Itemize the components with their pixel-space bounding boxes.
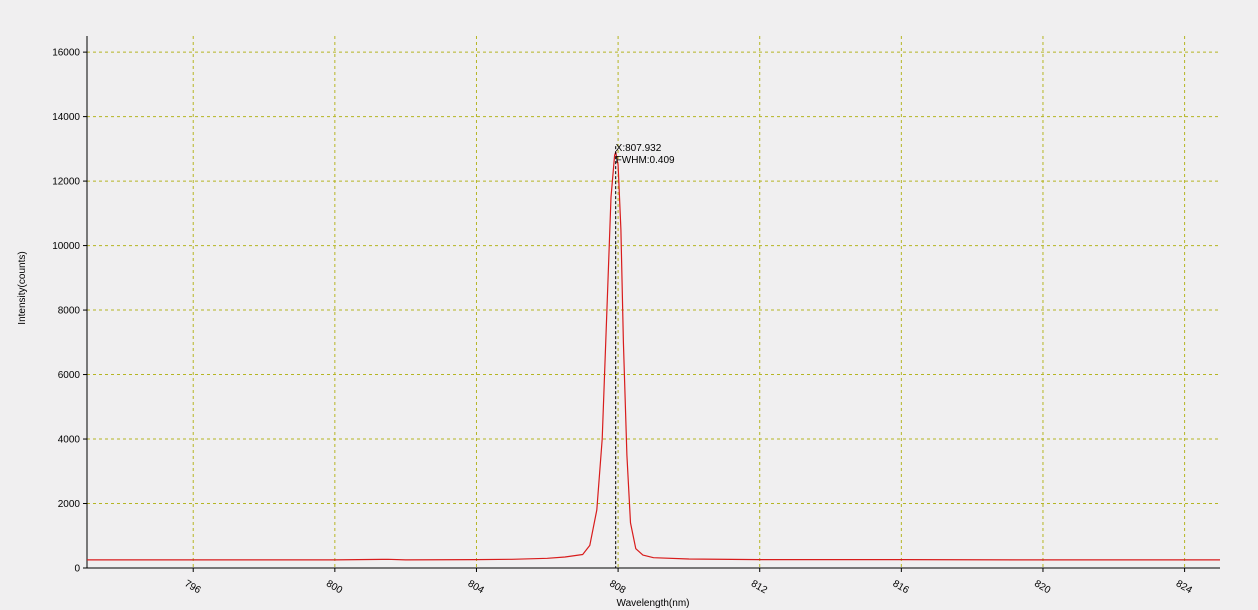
x-tick-label: 812 xyxy=(749,578,769,596)
series-group xyxy=(87,151,1220,561)
peak-x-label: X:807.932 xyxy=(616,143,662,154)
x-tick-labels: 796 800 804 808 812 816 820 824 xyxy=(182,578,1194,596)
x-tick-label: 816 xyxy=(891,578,911,596)
y-tick-label: 16000 xyxy=(52,48,80,59)
y-axis-title: Intensity(counts) xyxy=(17,251,28,324)
x-tick-label: 800 xyxy=(324,578,344,596)
grid-lines xyxy=(87,36,1220,568)
y-tick-label: 12000 xyxy=(52,177,80,188)
x-tick-label: 824 xyxy=(1174,578,1194,596)
x-tick-label: 796 xyxy=(182,578,202,596)
y-tick-label: 4000 xyxy=(58,435,81,446)
y-tick-label: 8000 xyxy=(58,306,81,317)
peak-fwhm-label: FWHM:0.409 xyxy=(616,155,675,166)
y-tick-labels: 0 2000 4000 6000 8000 10000 12000 14000 16000 xyxy=(52,48,80,575)
x-tick-label: 804 xyxy=(466,578,486,596)
y-tick-label: 6000 xyxy=(58,370,81,381)
x-tick-label: 808 xyxy=(607,578,627,596)
y-tick-label: 0 xyxy=(74,564,80,575)
y-tick-label: 2000 xyxy=(58,499,81,510)
y-tick-label: 14000 xyxy=(52,112,80,123)
x-tick-label: 820 xyxy=(1032,578,1052,596)
x-axis-title: Wavelength(nm) xyxy=(617,598,690,609)
axes xyxy=(83,36,1220,572)
plot-area xyxy=(87,36,1220,568)
y-tick-label: 10000 xyxy=(52,241,80,252)
spectrum-line xyxy=(87,151,1220,561)
